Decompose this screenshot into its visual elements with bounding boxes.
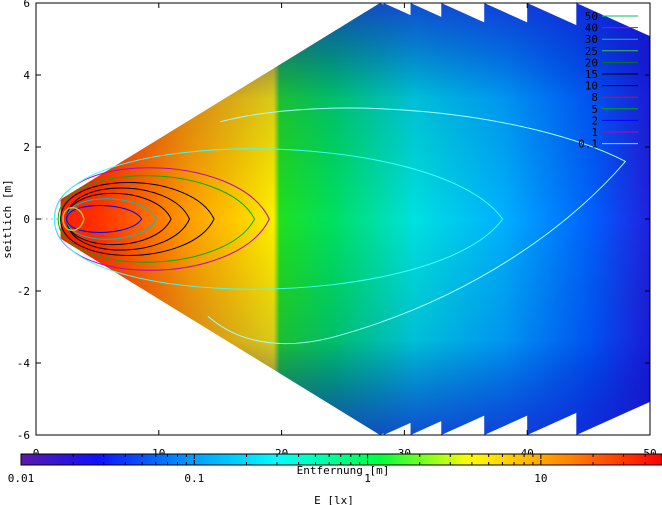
serration-bottom	[383, 422, 411, 435]
legend-label: 8	[591, 91, 598, 104]
contour-0.1-outer	[207, 107, 627, 345]
legend-label: 5	[591, 103, 598, 116]
outside-beam-top	[36, 3, 380, 200]
y-tick-label: -4	[17, 357, 31, 370]
contour-40	[66, 205, 143, 233]
colorbar-tick-label: 10	[534, 472, 547, 485]
contour-15	[66, 187, 191, 251]
legend-label: 25	[585, 45, 598, 58]
y-axis-label: seitlich [m]	[1, 179, 14, 258]
serration-top	[441, 3, 485, 23]
colorbar	[20, 453, 662, 466]
contour-30	[66, 198, 157, 240]
contour-lines	[53, 107, 627, 345]
legend-label: 50	[585, 10, 598, 23]
serration-top	[484, 3, 528, 23]
y-tick-label: 2	[23, 141, 30, 154]
colorbar-tick-label: 0.1	[184, 472, 204, 485]
x-axis-label: Entfernung [m]	[297, 464, 390, 477]
contour-10	[60, 182, 215, 256]
colorbar-label: E [lx]	[314, 494, 354, 505]
colorbar-tick-label: 0.01	[8, 472, 35, 485]
contour-1	[53, 167, 270, 271]
serration-top	[410, 3, 442, 17]
legend-label: 30	[585, 33, 598, 46]
y-axis-ticks: -6 -4 -2 0 2 4 6	[17, 0, 650, 442]
legend-label: 2	[591, 114, 598, 127]
beam-edge-shade-bottom	[60, 3, 650, 435]
colorbar-tick-label: 1	[364, 472, 371, 485]
legend-label: 40	[585, 22, 598, 35]
serration-bottom	[484, 415, 528, 435]
serration-bottom	[410, 421, 442, 435]
serration-top	[527, 3, 577, 26]
contour-20	[66, 193, 172, 245]
beam-end-serrations	[36, 3, 650, 435]
y-tick-label: 0	[23, 213, 30, 226]
serration-bottom	[576, 401, 650, 435]
contour-5	[57, 175, 256, 263]
contour-50	[62, 206, 85, 232]
colorbar-ticks: 0.01 0.1 1 10	[8, 454, 662, 485]
serration-bottom	[527, 412, 577, 435]
legend-label: 0.1	[578, 138, 598, 151]
illuminance-field	[36, 3, 650, 435]
y-tick-label: 4	[23, 69, 30, 82]
serration-bottom	[441, 415, 485, 435]
serration-top	[383, 3, 411, 16]
y-tick-label: 6	[23, 0, 30, 10]
legend-label: 15	[585, 68, 598, 81]
y-tick-label: -6	[17, 429, 30, 442]
y-tick-label: -2	[17, 285, 30, 298]
legend-label: 20	[585, 56, 598, 69]
legend-label: 10	[585, 80, 598, 93]
outside-beam-bottom	[36, 238, 380, 435]
contour-0.1-inner	[53, 148, 504, 290]
legend-label: 1	[591, 126, 598, 139]
